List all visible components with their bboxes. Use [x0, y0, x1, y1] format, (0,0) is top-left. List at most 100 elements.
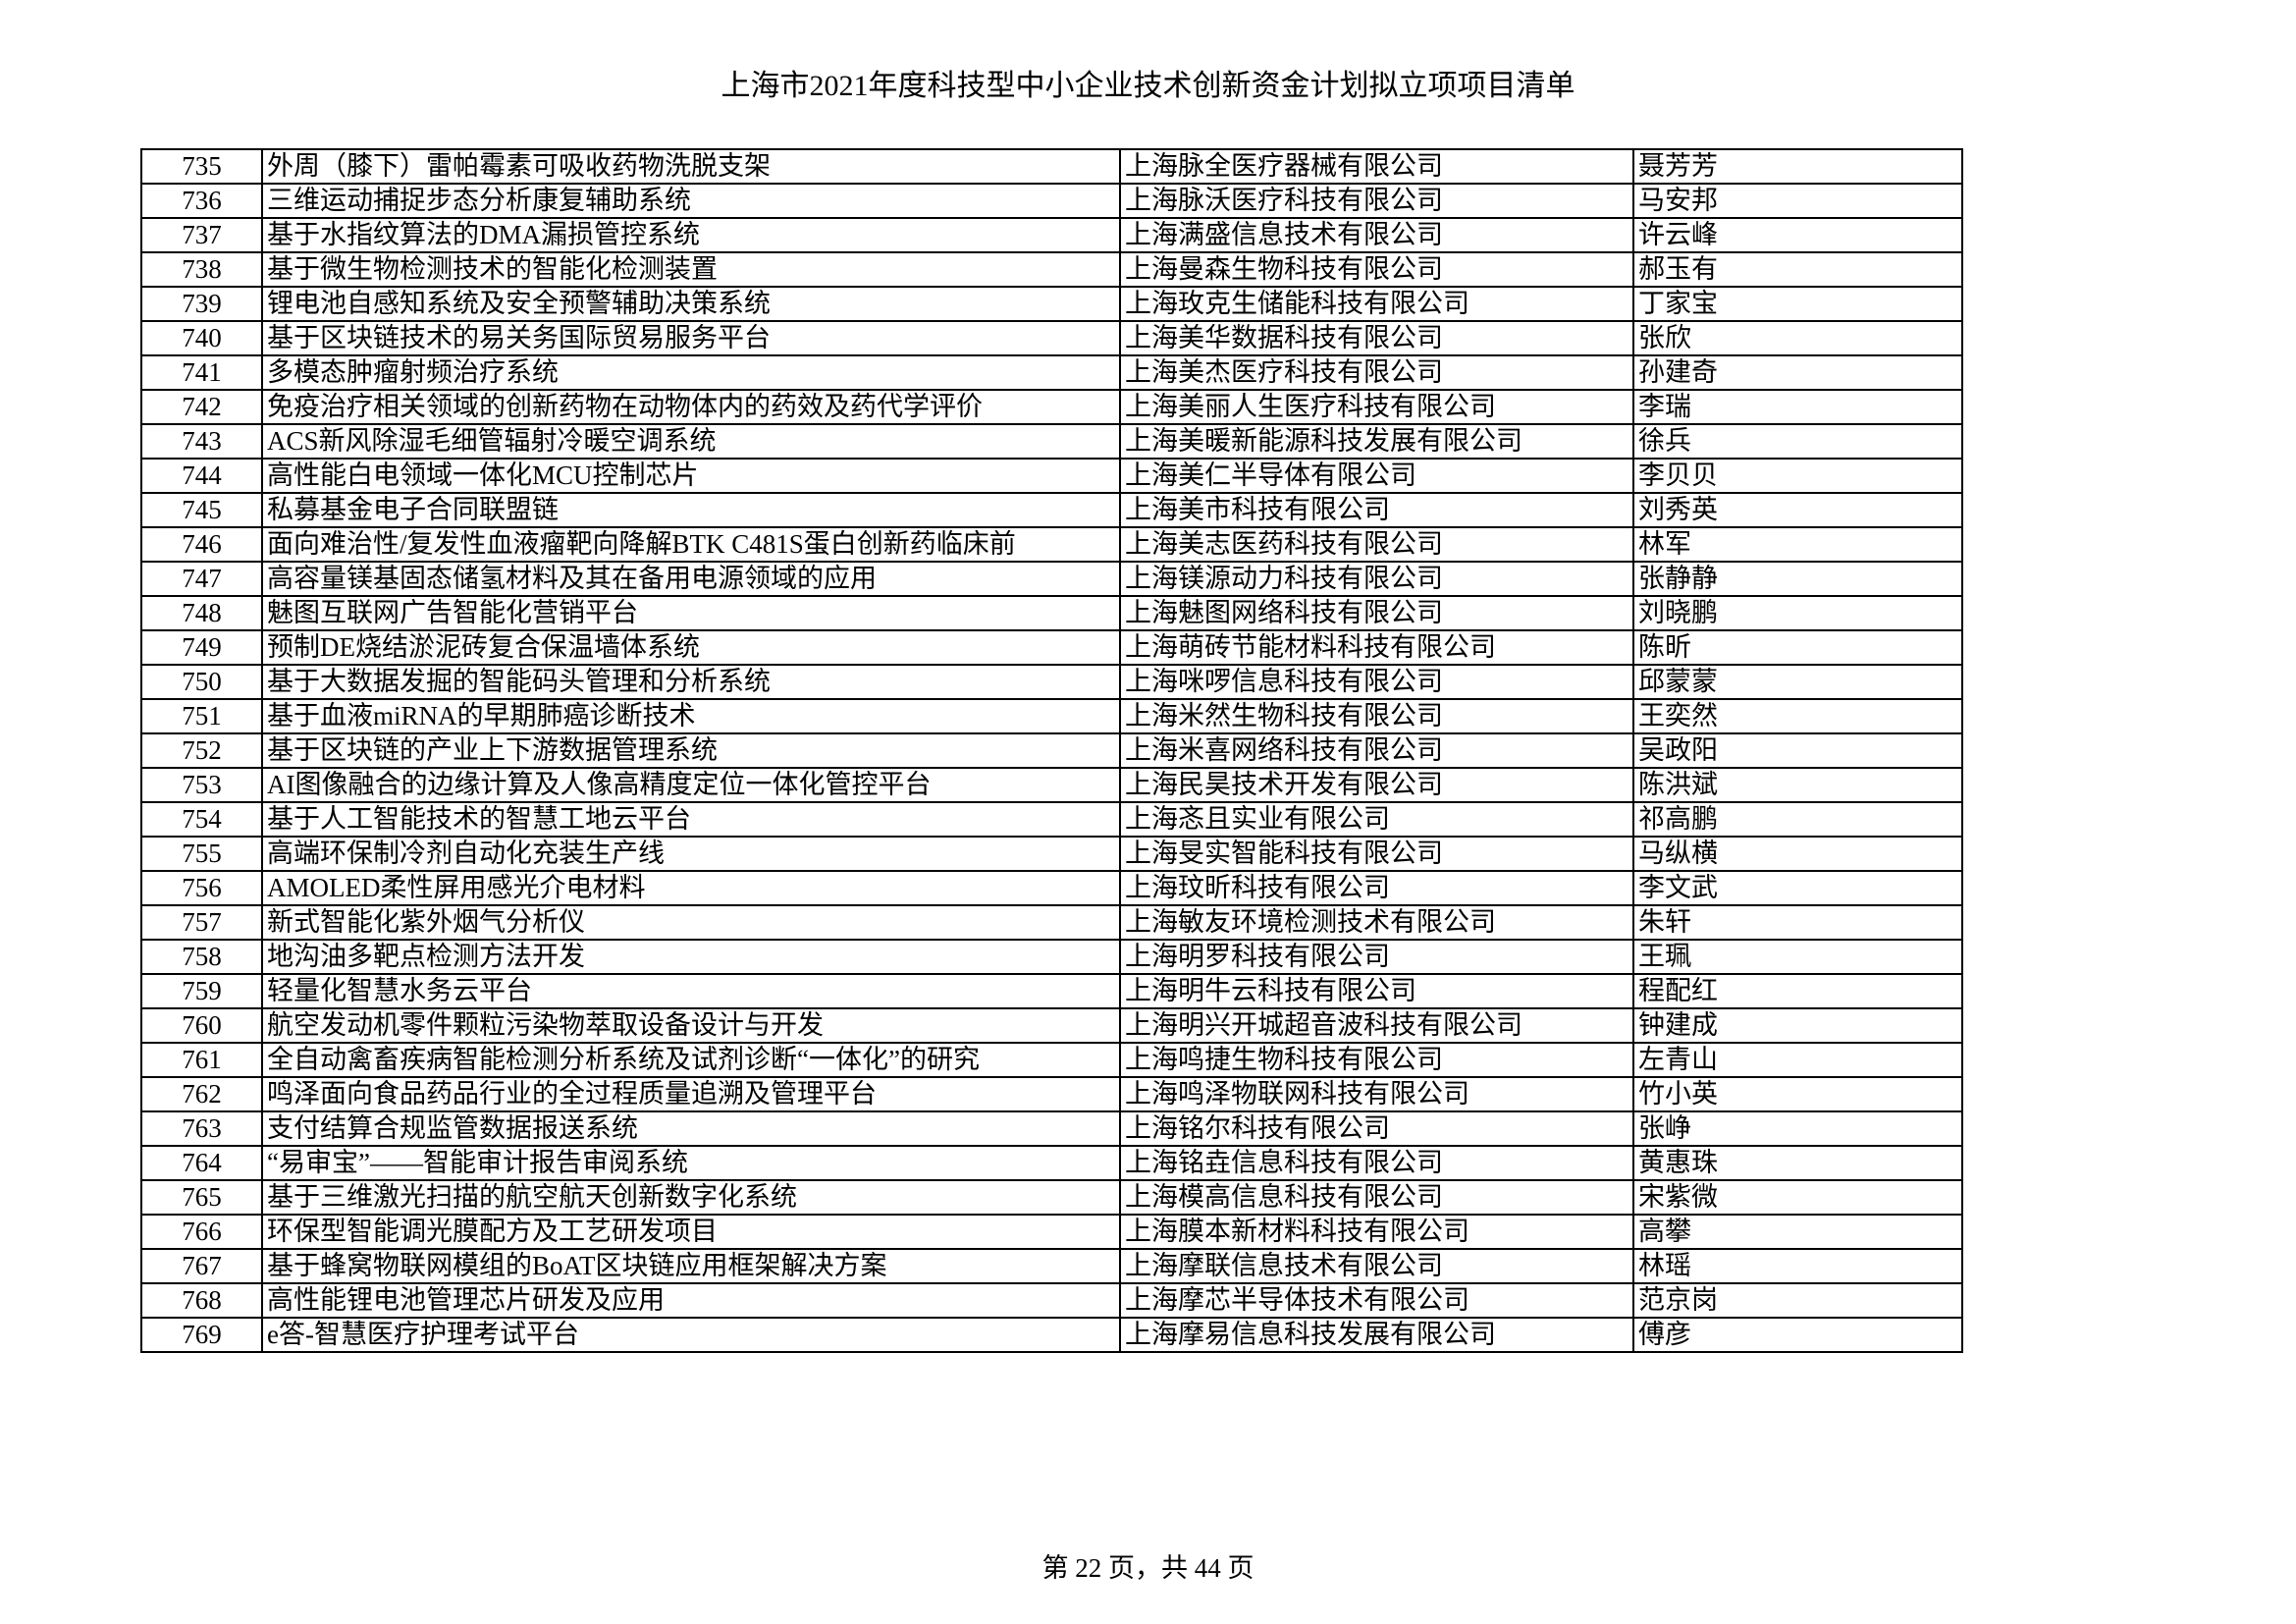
row-number: 752	[140, 732, 263, 769]
project-name: ACS新风除湿毛细管辐射冷暖空调系统	[261, 423, 1121, 460]
person-name: 陈洪斌	[1632, 767, 1963, 803]
company-name: 上海萌砖节能材料科技有限公司	[1119, 629, 1634, 666]
company-name: 上海摩联信息技术有限公司	[1119, 1248, 1634, 1284]
table-row: 769 e答-智慧医疗护理考试平台 上海摩易信息科技发展有限公司 傅彦	[140, 1317, 1963, 1353]
project-name: 高端环保制冷剂自动化充装生产线	[261, 836, 1121, 872]
table-row: 747 高容量镁基固态储氢材料及其在备用电源领域的应用 上海镁源动力科技有限公司 张静…	[140, 561, 1963, 597]
project-name: 三维运动捕捉步态分析康复辅助系统	[261, 183, 1121, 219]
person-name: 高攀	[1632, 1214, 1963, 1250]
row-number: 764	[140, 1145, 263, 1181]
company-name: 上海旻实智能科技有限公司	[1119, 836, 1634, 872]
table-row: 737 基于水指纹算法的DMA漏损管控系统 上海满盛信息技术有限公司 许云峰	[140, 217, 1963, 253]
row-number: 761	[140, 1042, 263, 1078]
company-name: 上海明罗科技有限公司	[1119, 939, 1634, 975]
person-name: 陈昕	[1632, 629, 1963, 666]
company-name: 上海膜本新材料科技有限公司	[1119, 1214, 1634, 1250]
company-name: 上海摩易信息科技发展有限公司	[1119, 1317, 1634, 1353]
row-number: 754	[140, 801, 263, 838]
table-row: 763 支付结算合规监管数据报送系统 上海铭尔科技有限公司 张峥	[140, 1110, 1963, 1147]
row-number: 738	[140, 251, 263, 288]
company-name: 上海明兴开城超音波科技有限公司	[1119, 1007, 1634, 1044]
table-row: 738 基于微生物检测技术的智能化检测装置 上海曼森生物科技有限公司 郝玉有	[140, 251, 1963, 288]
company-name: 上海美丽人生医疗科技有限公司	[1119, 389, 1634, 425]
project-name: 预制DE烧结淤泥砖复合保温墙体系统	[261, 629, 1121, 666]
person-name: 邱蒙蒙	[1632, 664, 1963, 700]
project-name: 基于微生物检测技术的智能化检测装置	[261, 251, 1121, 288]
table-row: 743 ACS新风除湿毛细管辐射冷暖空调系统 上海美暖新能源科技发展有限公司 徐兵	[140, 423, 1963, 460]
company-name: 上海脉全医疗器械有限公司	[1119, 148, 1634, 185]
person-name: 王奕然	[1632, 698, 1963, 734]
table-row: 758 地沟油多靶点检测方法开发 上海明罗科技有限公司 王珮	[140, 939, 1963, 975]
row-number: 744	[140, 458, 263, 494]
table-row: 736 三维运动捕捉步态分析康复辅助系统 上海脉沃医疗科技有限公司 马安邦	[140, 183, 1963, 219]
row-number: 753	[140, 767, 263, 803]
table-row: 740 基于区块链技术的易关务国际贸易服务平台 上海美华数据科技有限公司 张欣	[140, 320, 1963, 356]
table-row: 753 AI图像融合的边缘计算及人像高精度定位一体化管控平台 上海民昊技术开发有限公…	[140, 767, 1963, 803]
table-row: 757 新式智能化紫外烟气分析仪 上海敏友环境检测技术有限公司 朱轩	[140, 904, 1963, 941]
project-name: 鸣泽面向食品药品行业的全过程质量追溯及管理平台	[261, 1076, 1121, 1112]
company-name: 上海民昊技术开发有限公司	[1119, 767, 1634, 803]
table-row: 765 基于三维激光扫描的航空航天创新数字化系统 上海模高信息科技有限公司 宋紫微	[140, 1179, 1963, 1216]
person-name: 竹小英	[1632, 1076, 1963, 1112]
company-name: 上海米喜网络科技有限公司	[1119, 732, 1634, 769]
row-number: 758	[140, 939, 263, 975]
table-row: 759 轻量化智慧水务云平台 上海明牛云科技有限公司 程配红	[140, 973, 1963, 1009]
project-name: 支付结算合规监管数据报送系统	[261, 1110, 1121, 1147]
table-row: 764 “易审宝”——智能审计报告审阅系统 上海铭垚信息科技有限公司 黄惠珠	[140, 1145, 1963, 1181]
company-name: 上海美仁半导体有限公司	[1119, 458, 1634, 494]
row-number: 750	[140, 664, 263, 700]
row-number: 739	[140, 286, 263, 322]
company-name: 上海镁源动力科技有限公司	[1119, 561, 1634, 597]
project-name: 魅图互联网广告智能化营销平台	[261, 595, 1121, 631]
table-row: 761 全自动禽畜疾病智能检测分析系统及试剂诊断“一体化”的研究 上海鸣捷生物科技有…	[140, 1042, 1963, 1078]
person-name: 傅彦	[1632, 1317, 1963, 1353]
company-name: 上海美杰医疗科技有限公司	[1119, 354, 1634, 391]
project-name: “易审宝”——智能审计报告审阅系统	[261, 1145, 1121, 1181]
table-row: 742 免疫治疗相关领域的创新药物在动物体内的药效及药代学评价 上海美丽人生医疗科技…	[140, 389, 1963, 425]
company-name: 上海铭尔科技有限公司	[1119, 1110, 1634, 1147]
person-name: 王珮	[1632, 939, 1963, 975]
person-name: 朱轩	[1632, 904, 1963, 941]
table-row: 735 外周（膝下）雷帕霉素可吸收药物洗脱支架 上海脉全医疗器械有限公司 聂芳芳	[140, 148, 1963, 185]
project-name: 外周（膝下）雷帕霉素可吸收药物洗脱支架	[261, 148, 1121, 185]
person-name: 马纵横	[1632, 836, 1963, 872]
person-name: 张峥	[1632, 1110, 1963, 1147]
person-name: 聂芳芳	[1632, 148, 1963, 185]
person-name: 范京岗	[1632, 1282, 1963, 1319]
row-number: 767	[140, 1248, 263, 1284]
project-name: 免疫治疗相关领域的创新药物在动物体内的药效及药代学评价	[261, 389, 1121, 425]
person-name: 林军	[1632, 526, 1963, 563]
project-name: 私募基金电子合同联盟链	[261, 492, 1121, 528]
row-number: 745	[140, 492, 263, 528]
project-name: AMOLED柔性屏用感光介电材料	[261, 870, 1121, 906]
company-name: 上海米然生物科技有限公司	[1119, 698, 1634, 734]
row-number: 737	[140, 217, 263, 253]
project-name: 基于人工智能技术的智慧工地云平台	[261, 801, 1121, 838]
project-name: 基于区块链的产业上下游数据管理系统	[261, 732, 1121, 769]
table-row: 768 高性能锂电池管理芯片研发及应用 上海摩芯半导体技术有限公司 范京岗	[140, 1282, 1963, 1319]
project-name: 面向难治性/复发性血液瘤靶向降解BTK C481S蛋白创新药临床前	[261, 526, 1121, 563]
project-name: 基于蜂窝物联网模组的BoAT区块链应用框架解决方案	[261, 1248, 1121, 1284]
person-name: 黄惠珠	[1632, 1145, 1963, 1181]
company-name: 上海曼森生物科技有限公司	[1119, 251, 1634, 288]
company-name: 上海咪啰信息科技有限公司	[1119, 664, 1634, 700]
row-number: 751	[140, 698, 263, 734]
project-name: 高性能锂电池管理芯片研发及应用	[261, 1282, 1121, 1319]
company-name: 上海美华数据科技有限公司	[1119, 320, 1634, 356]
project-name: 高容量镁基固态储氢材料及其在备用电源领域的应用	[261, 561, 1121, 597]
table-row: 755 高端环保制冷剂自动化充装生产线 上海旻实智能科技有限公司 马纵横	[140, 836, 1963, 872]
company-name: 上海鸣捷生物科技有限公司	[1119, 1042, 1634, 1078]
company-name: 上海铭垚信息科技有限公司	[1119, 1145, 1634, 1181]
person-name: 钟建成	[1632, 1007, 1963, 1044]
row-number: 743	[140, 423, 263, 460]
row-number: 742	[140, 389, 263, 425]
project-name: e答-智慧医疗护理考试平台	[261, 1317, 1121, 1353]
company-name: 上海模高信息科技有限公司	[1119, 1179, 1634, 1216]
row-number: 765	[140, 1179, 263, 1216]
person-name: 宋紫微	[1632, 1179, 1963, 1216]
person-name: 吴政阳	[1632, 732, 1963, 769]
row-number: 740	[140, 320, 263, 356]
project-name: 基于三维激光扫描的航空航天创新数字化系统	[261, 1179, 1121, 1216]
table-row: 760 航空发动机零件颗粒污染物萃取设备设计与开发 上海明兴开城超音波科技有限公司钟…	[140, 1007, 1963, 1044]
person-name: 徐兵	[1632, 423, 1963, 460]
